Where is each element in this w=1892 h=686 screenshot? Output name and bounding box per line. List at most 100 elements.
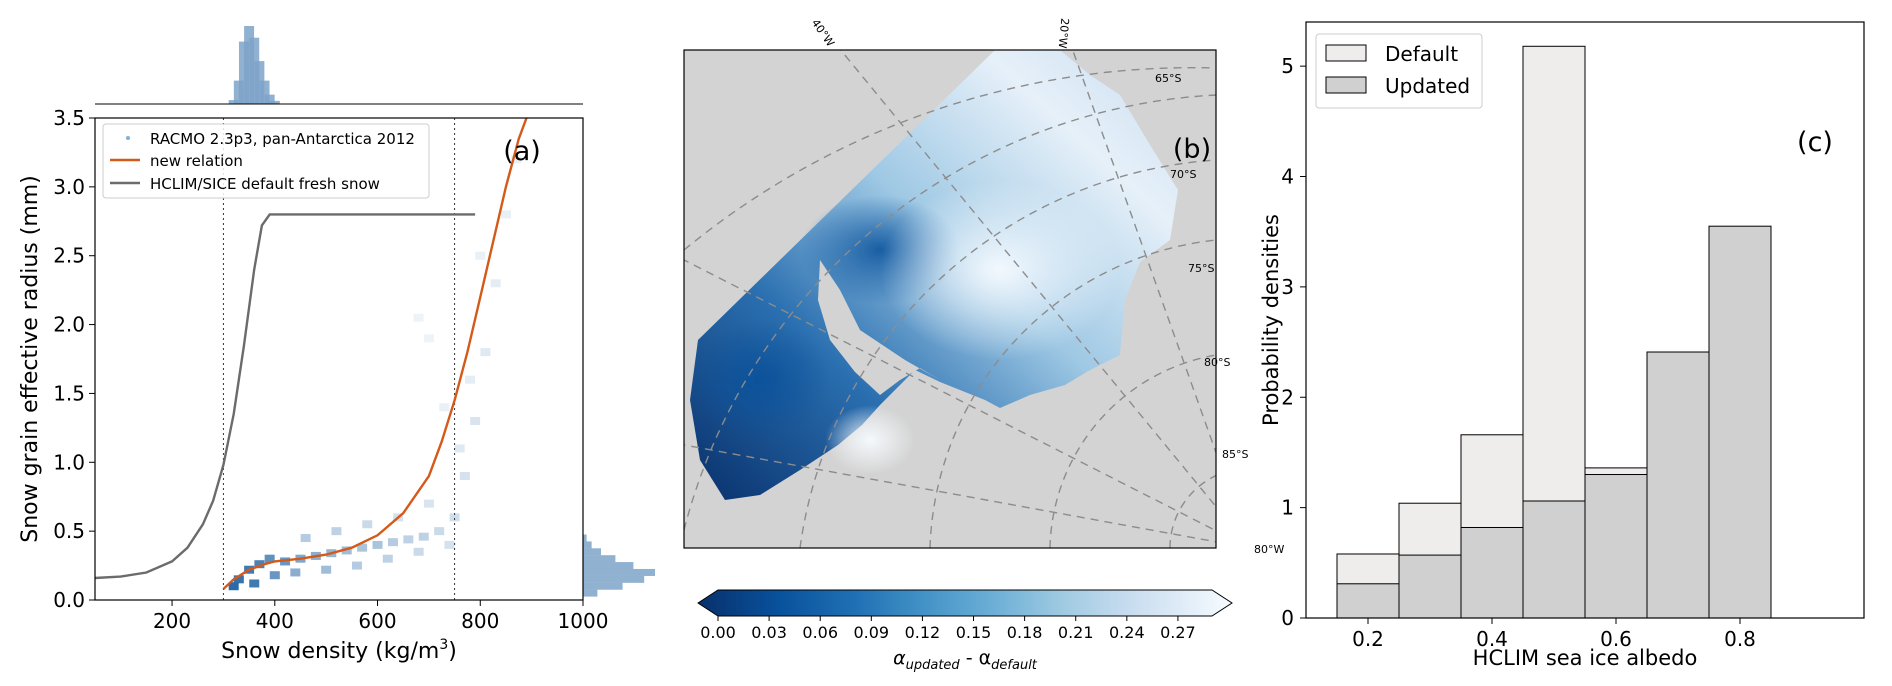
y-axis-ticks-c: 0 1 2 3 4 5 <box>1281 54 1306 630</box>
y-tick-label: 5 <box>1281 54 1294 78</box>
legend-swatch-default <box>1325 44 1367 62</box>
colorbar-tick-label: 0.15 <box>956 623 992 642</box>
hclim-default-line <box>95 213 476 580</box>
top-marginal-bar <box>233 80 244 104</box>
y-tick-label: 3 <box>1281 275 1294 299</box>
colorbar-tick-label: 0.12 <box>905 623 941 642</box>
y-tick-label: 0.0 <box>53 588 85 612</box>
meridian-label-80w: 80°W <box>1254 543 1284 556</box>
x-axis-ticks-a: 200 400 600 800 1000 <box>153 600 608 633</box>
density-cell <box>387 538 398 547</box>
density-cell <box>290 568 301 577</box>
right-marginal-bar <box>583 541 592 549</box>
density-cell <box>439 403 450 412</box>
density-cell <box>459 472 470 481</box>
bars-updated <box>1336 225 1772 618</box>
colorbar-tick-label: 0.00 <box>700 623 736 642</box>
x-tick-label: 800 <box>461 609 499 633</box>
density-cell <box>500 210 511 219</box>
density-cell <box>464 375 475 384</box>
density-cell <box>372 540 383 549</box>
legend-label-default: Default <box>1385 42 1458 66</box>
new-relation-line <box>222 118 528 590</box>
density-cell <box>413 313 424 322</box>
density-cell <box>490 279 501 288</box>
top-marginal-bar <box>238 41 249 104</box>
map-dark-region-west <box>690 320 830 440</box>
x-tick-label: 1000 <box>558 609 609 633</box>
histogram-bar-updated <box>1522 500 1586 618</box>
x-axis-ticks-c: 0.2 0.4 0.6 0.8 <box>1352 618 1756 651</box>
top-marginal-bar <box>228 100 239 104</box>
y-axis-label-a: Snow grain effective radius (mm) <box>18 175 43 543</box>
density-cell <box>362 520 373 529</box>
density-cell <box>228 582 239 591</box>
density-cell <box>423 499 434 508</box>
density-cell <box>269 571 280 580</box>
panel-a: 200 400 600 800 1000 0.0 0.5 1.0 1.5 2.0 2.5 3.0 3.… <box>18 26 655 664</box>
x-tick-label: 0.6 <box>1600 627 1632 651</box>
map-frame <box>683 49 1217 549</box>
panel-b: 40°W 20°W 80°W 65°S 70°S 75°S 80°S 85°S … <box>683 17 1284 673</box>
density-cell <box>249 579 260 588</box>
histogram-bar-updated <box>1460 526 1524 618</box>
density-cell <box>511 155 522 164</box>
x-axis-label-a: Snow density (kg/m3) <box>221 637 457 664</box>
density-cell <box>475 251 486 260</box>
density-cell <box>321 565 332 574</box>
density-cell <box>413 547 424 556</box>
colorbar-label: αupdated - αdefault <box>893 647 1038 673</box>
top-marginal-bar <box>264 94 275 104</box>
right-marginal-bar <box>583 562 634 570</box>
legend-c: Default Updated <box>1315 33 1483 109</box>
top-marginal-bar <box>244 26 255 104</box>
top-marginal-histogram <box>228 26 280 105</box>
density-cell <box>434 527 445 536</box>
legend-a: RACMO 2.3p3, pan-Antarctica 2012 new rel… <box>102 123 430 199</box>
density-cell <box>233 575 244 584</box>
x-tick-label: 200 <box>153 609 191 633</box>
y-tick-label: 3.0 <box>53 175 85 199</box>
meridian-label-40w: 40°W <box>809 17 837 49</box>
legend-label-new-relation: new relation <box>150 152 243 170</box>
y-tick-label: 4 <box>1281 165 1294 189</box>
y-tick-label: 2.0 <box>53 313 85 337</box>
right-marginal-bar <box>583 582 623 590</box>
right-marginal-bar <box>583 568 655 576</box>
colorbar-tick-label: 0.06 <box>802 623 838 642</box>
legend-swatch-updated <box>1325 76 1367 94</box>
top-marginal-bar <box>249 37 260 105</box>
x-axis-label-c: HCLIM sea ice albedo <box>1473 646 1698 670</box>
density-cell <box>444 540 455 549</box>
colorbar-tick-label: 0.27 <box>1160 623 1196 642</box>
plot-frame-c <box>1305 21 1865 619</box>
meridian-label-20w: 20°W <box>1056 18 1072 50</box>
parallel-label-65s: 65°S <box>1155 72 1181 85</box>
density-cell <box>454 444 465 453</box>
y-tick-label: 1 <box>1281 496 1294 520</box>
parallel-label-80s: 80°S <box>1204 356 1230 369</box>
density-cloud <box>228 155 522 591</box>
map-light-region-coast <box>825 405 915 475</box>
colorbar-tick-label: 0.18 <box>1007 623 1043 642</box>
density-cell <box>449 513 460 522</box>
panel-c: 0.2 0.4 0.6 0.8 0 1 2 3 4 5 HCLIM sea ice albedo… <box>1259 21 1865 670</box>
right-marginal-bar <box>583 555 616 563</box>
parallel-label-85s: 85°S <box>1222 448 1248 461</box>
right-marginal-bar <box>583 548 601 556</box>
y-tick-label: 0 <box>1281 606 1294 630</box>
y-tick-label: 2 <box>1281 385 1294 409</box>
colorbar-tick-label: 0.09 <box>853 623 889 642</box>
density-cell <box>341 546 352 555</box>
histogram-bar-updated <box>1584 474 1648 618</box>
colorbar-ticks: 0.00 0.03 0.06 0.09 0.12 0.15 0.18 0.21 0.24 0.27 <box>700 616 1196 642</box>
histogram-bar-updated <box>1398 554 1462 618</box>
legend-label-racmo: RACMO 2.3p3, pan-Antarctica 2012 <box>150 130 415 148</box>
panel-label-a: (a) <box>503 136 541 167</box>
right-marginal-bar <box>583 534 587 542</box>
top-marginal-bar <box>259 80 270 104</box>
right-marginal-histogram <box>583 534 655 597</box>
colorbar-tick-label: 0.24 <box>1109 623 1145 642</box>
density-cell <box>357 543 368 552</box>
